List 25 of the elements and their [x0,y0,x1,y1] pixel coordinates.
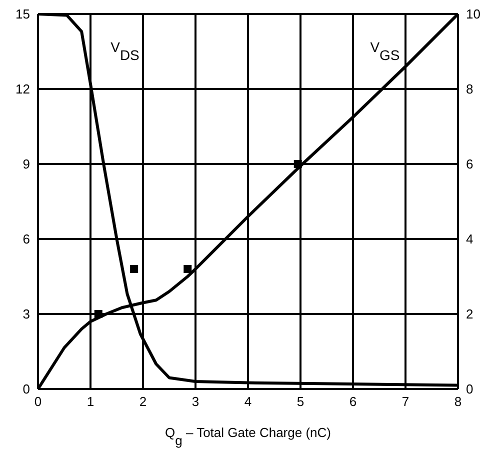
x-tick-label: 5 [296,394,304,410]
y-tick-label: 15 [16,6,30,22]
x-tick-label: 7 [402,394,410,410]
point [184,265,192,273]
y-tick-label: 9 [22,156,30,172]
point [130,265,138,273]
y2-tick-label: 2 [466,306,474,322]
point [94,310,102,318]
y2-tick-label: 0 [466,382,474,397]
x-tick-label: 4 [244,394,252,410]
x-tick-label: 2 [139,394,147,410]
x-tick-label: 1 [86,394,94,410]
y-tick-label: 0 [22,382,30,397]
point [294,160,302,168]
y2-tick-label: 8 [466,82,474,97]
y2-tick-label: 6 [466,156,474,172]
x-tick-label: 6 [349,394,357,410]
y-tick-label: 3 [22,306,30,322]
x-tick-label: 0 [34,394,42,410]
y2-tick-label: 4 [466,232,474,247]
x-tick-label: 3 [192,394,200,410]
y-tick-label: 12 [16,82,30,97]
y2-tick-label: 10 [466,6,480,22]
y-tick-label: 6 [22,232,30,247]
x-tick-label: 8 [454,394,462,410]
